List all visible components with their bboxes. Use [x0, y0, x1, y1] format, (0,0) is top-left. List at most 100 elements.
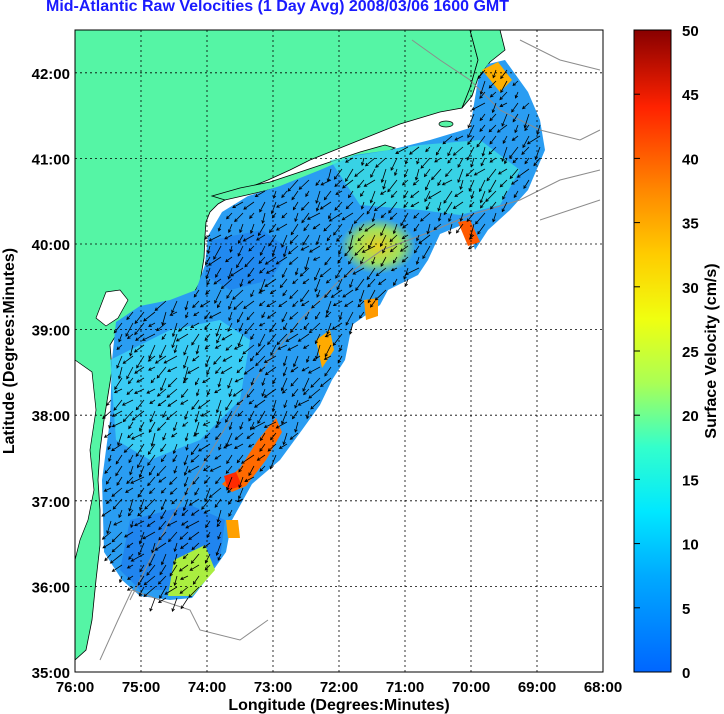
velocity-vector: [246, 432, 255, 439]
velocity-vector: [255, 355, 266, 367]
velocity-vector: [125, 322, 134, 337]
velocity-vector: [215, 366, 222, 375]
velocity-vector: [392, 256, 398, 264]
velocity-vector: [215, 421, 222, 429]
velocity-vector: [514, 124, 519, 134]
velocity-vector: [425, 146, 431, 153]
velocity-vector: [244, 256, 255, 268]
velocity-vector: [150, 432, 156, 447]
velocity-hotspot: [316, 330, 334, 368]
velocity-vector: [479, 113, 486, 122]
chesapeake-bay: [75, 359, 97, 561]
velocity-hotspot: [226, 520, 240, 538]
velocity-vector: [326, 234, 332, 242]
velocity-vector: [259, 245, 266, 256]
velocity-vector: [171, 432, 178, 438]
velocity-vector: [213, 278, 222, 285]
velocity-vector: [250, 289, 255, 298]
bathymetry-contour: [411, 39, 601, 141]
velocity-vector: [465, 168, 475, 177]
velocity-vector: [369, 190, 376, 204]
velocity-vector: [156, 322, 167, 332]
velocity-vector: [143, 575, 156, 586]
velocity-vector: [149, 399, 156, 405]
velocity-vector: [254, 190, 266, 197]
velocity-vector: [373, 201, 387, 212]
velocity-vector: [281, 190, 288, 199]
velocity-vector: [199, 300, 211, 308]
velocity-vector: [282, 289, 288, 297]
velocity-vector: [118, 575, 123, 584]
velocity-vector: [148, 509, 156, 520]
velocity-vector: [404, 267, 420, 276]
velocity-vector: [312, 256, 321, 261]
velocity-vector: [401, 256, 409, 263]
velocity-vector: [369, 300, 376, 308]
velocity-vector: [335, 267, 343, 279]
y-tick-label: 40:00: [32, 237, 70, 254]
velocity-vector: [344, 245, 354, 257]
velocity-vector: [103, 487, 112, 492]
velocity-vector: [357, 179, 365, 189]
velocity-vector: [466, 212, 475, 222]
velocity-vector: [310, 377, 321, 388]
y-tick-label: 38:00: [32, 408, 70, 425]
velocity-vector: [205, 355, 211, 368]
velocity-vector: [143, 586, 156, 598]
velocity-vector: [148, 465, 156, 476]
velocity-vector: [283, 399, 288, 409]
velocity-vector: [413, 212, 420, 219]
velocity-vector: [324, 333, 332, 338]
velocity-vector: [185, 520, 200, 529]
velocity-vector: [288, 256, 299, 265]
velocity-vector: [127, 432, 134, 439]
velocity-vector: [107, 443, 112, 451]
y-tick-label: 42:00: [32, 66, 70, 83]
velocity-vector: [114, 377, 123, 391]
velocity-vector: [218, 443, 222, 451]
velocity-vector: [195, 388, 200, 397]
velocity-vector: [190, 322, 200, 328]
velocity-vector: [492, 212, 497, 223]
velocity-vector: [324, 289, 332, 299]
velocity-vector: [105, 476, 112, 485]
velocity-vector: [293, 355, 299, 368]
velocity-vector: [180, 388, 189, 398]
velocity-vector: [146, 388, 156, 394]
velocity-vector: [324, 344, 332, 358]
velocity-vector: [414, 168, 420, 181]
velocity-vector: [479, 91, 486, 99]
velocity-vector: [226, 476, 233, 491]
velocity-vector: [139, 498, 145, 511]
velocity-vector: [167, 399, 178, 407]
velocity-vector: [353, 212, 365, 224]
velocity-vector: [409, 146, 420, 155]
velocity-vector: [399, 245, 409, 252]
velocity-vector: [325, 278, 332, 284]
velocity-vector: [228, 509, 233, 517]
velocity-vector: [134, 388, 145, 394]
velocity-vector: [326, 322, 332, 335]
velocity-vector: [156, 421, 167, 432]
velocity-vector: [448, 212, 453, 223]
x-tick-label: 74:00: [188, 679, 226, 696]
velocity-vector: [512, 80, 519, 87]
velocity-vector: [208, 311, 222, 319]
velocity-vector: [191, 399, 200, 411]
velocity-vector: [225, 256, 233, 263]
x-tick-label: 73:00: [254, 679, 292, 696]
velocity-vector: [243, 300, 255, 309]
velocity-vector: [158, 520, 167, 531]
bathymetry-contour: [99, 589, 269, 661]
velocity-vector: [261, 388, 266, 397]
velocity-vector: [127, 509, 134, 517]
velocity-vector: [297, 333, 310, 342]
velocity-vector: [360, 157, 365, 166]
velocity-vector: [492, 69, 497, 79]
velocity-vector: [523, 113, 530, 129]
velocity-vector: [363, 179, 376, 187]
velocity-vector: [183, 465, 189, 476]
velocity-vector: [512, 157, 519, 164]
velocity-vector: [524, 157, 530, 165]
velocity-vector: [129, 344, 134, 357]
